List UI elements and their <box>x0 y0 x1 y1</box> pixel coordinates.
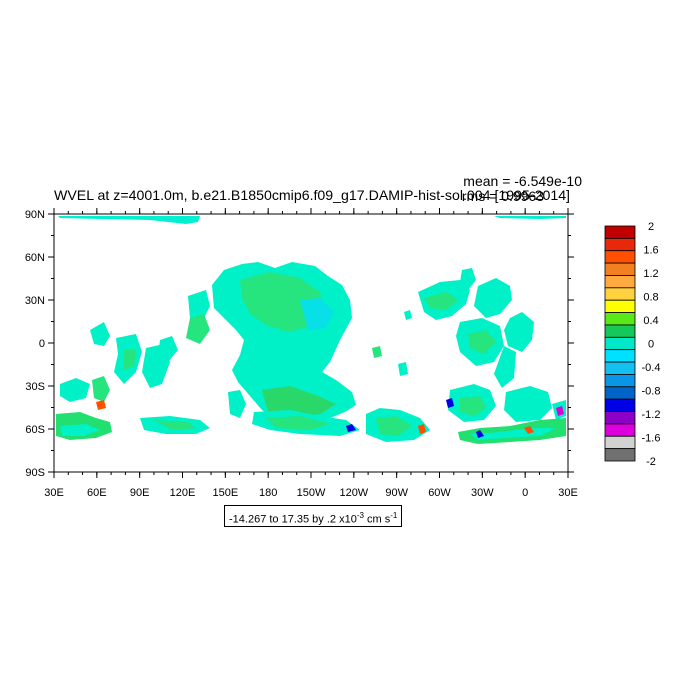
range-units: cm s <box>363 513 391 526</box>
colorbar-box <box>604 411 636 425</box>
lon-label: 30W <box>471 487 494 499</box>
colorbar-box <box>604 299 636 313</box>
lat-label: 90N <box>25 209 45 221</box>
range-main-text: -14.267 to 17.35 by .2 x10 <box>229 513 357 526</box>
colorbar-box <box>604 435 636 450</box>
colorbar-box <box>604 448 636 462</box>
colorbar-box <box>604 225 636 239</box>
lon-label: 120W <box>339 487 368 499</box>
lat-label: 60N <box>25 252 45 264</box>
contour-range-label: -14.267 to 17.35 by .2 x10-3 cm s-1 <box>224 505 403 527</box>
colorbar-label: 0.4 <box>643 315 658 327</box>
colorbar-box <box>604 262 636 276</box>
colorbar-label: 2 <box>648 221 654 233</box>
colorbar-label: -0.4 <box>642 362 661 374</box>
lon-label: 0 <box>522 487 528 499</box>
colorbar-box <box>604 349 636 363</box>
colorbar-box <box>604 312 636 326</box>
lon-label: 150E <box>212 487 238 499</box>
colorbar-box <box>604 423 636 437</box>
colorbar-box <box>604 287 636 301</box>
colorbar-box <box>604 324 636 338</box>
colorbar-label: -1.6 <box>642 433 661 445</box>
longitude-ticks: 30E 60E 90E 120E 150E 180 150W 120W 90W 60W 30W 0 30… <box>44 208 578 499</box>
colorbar-box <box>604 237 636 252</box>
rms-label: rms = 0.9963 <box>462 188 544 204</box>
colorbar-box <box>604 361 636 375</box>
lon-label: 30E <box>44 487 64 499</box>
colorbar-label: -2 <box>646 456 656 468</box>
lon-label: 60W <box>428 487 451 499</box>
lat-label: 30N <box>25 295 45 307</box>
colorbar-box <box>604 398 636 412</box>
colorbar-box <box>604 275 636 289</box>
colorbar-box <box>604 374 636 388</box>
colorbar-label: 1.2 <box>643 268 658 280</box>
lat-label: 30S <box>25 381 45 393</box>
colorbar-label: 0.8 <box>643 292 658 304</box>
colorbar-labels: 2 1.6 1.2 0.8 0.4 0 -0.4 -0.8 -1.2 -1.6 -2 <box>642 221 661 468</box>
range-exponent: -3 <box>356 511 364 520</box>
lon-label: 60E <box>87 487 107 499</box>
mean-label: mean = -6.549e-10 <box>463 173 582 189</box>
colorbar-box <box>604 336 636 351</box>
map-panel: 90N 60N 30N 0 30S 60S 90S 30E 60E 90E 120E 150E 180… <box>25 208 578 499</box>
lon-label: 90E <box>130 487 150 499</box>
lon-label: 120E <box>170 487 196 499</box>
colorbar-label: -1.2 <box>642 409 661 421</box>
colorbar-box <box>604 386 636 400</box>
lon-label: 90W <box>385 487 408 499</box>
lat-label: 90S <box>25 467 45 479</box>
map-title: WVEL at z=4001.0m, b.e21.B1850cmip6.f09_… <box>54 187 570 203</box>
range-units-exponent: -1 <box>390 511 398 520</box>
lon-label: 180 <box>259 487 277 499</box>
land-ocean-field <box>56 216 566 444</box>
lat-label: 60S <box>25 424 45 436</box>
lat-label: 0 <box>39 338 45 350</box>
lon-label: 30E <box>558 487 578 499</box>
colorbar-label: -0.8 <box>642 386 661 398</box>
colorbar-label: 0 <box>648 339 654 351</box>
colorbar: 2 1.6 1.2 0.8 0.4 0 -0.4 -0.8 -1.2 -1.6 -2 <box>604 221 661 468</box>
lon-label: 150W <box>297 487 326 499</box>
latitude-ticks: 90N 60N 30N 0 30S 60S 90S <box>25 209 574 479</box>
colorbar-box <box>604 250 636 264</box>
colorbar-label: 1.6 <box>643 245 658 257</box>
colorbar-boxes <box>604 225 636 462</box>
